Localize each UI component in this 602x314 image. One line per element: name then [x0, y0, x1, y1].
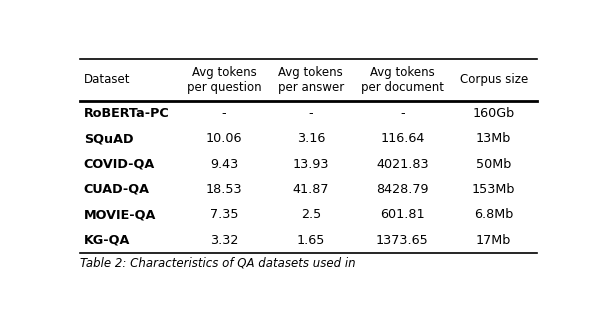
Text: 1.65: 1.65 — [297, 234, 325, 247]
Text: -: - — [308, 107, 313, 120]
Text: -: - — [222, 107, 226, 120]
Text: 17Mb: 17Mb — [476, 234, 511, 247]
Text: Corpus size: Corpus size — [459, 73, 528, 86]
Text: 601.81: 601.81 — [380, 208, 424, 221]
Text: 3.32: 3.32 — [209, 234, 238, 247]
Text: Avg tokens
per answer: Avg tokens per answer — [278, 66, 344, 94]
Text: 6.8Mb: 6.8Mb — [474, 208, 514, 221]
Text: SQuAD: SQuAD — [84, 132, 133, 145]
Text: 9.43: 9.43 — [210, 158, 238, 171]
Text: Table 2: Characteristics of QA datasets used in: Table 2: Characteristics of QA datasets … — [80, 257, 356, 270]
Text: COVID-QA: COVID-QA — [84, 158, 155, 171]
Text: MOVIE-QA: MOVIE-QA — [84, 208, 156, 221]
Text: 116.64: 116.64 — [380, 132, 424, 145]
Text: 18.53: 18.53 — [206, 183, 242, 196]
Text: 7.35: 7.35 — [209, 208, 238, 221]
Text: 13Mb: 13Mb — [476, 132, 511, 145]
Text: 4021.83: 4021.83 — [376, 158, 429, 171]
Text: 160Gb: 160Gb — [473, 107, 515, 120]
Text: -: - — [400, 107, 405, 120]
Text: 1373.65: 1373.65 — [376, 234, 429, 247]
Text: 13.93: 13.93 — [293, 158, 329, 171]
Text: 3.16: 3.16 — [297, 132, 325, 145]
Text: Dataset: Dataset — [84, 73, 130, 86]
Text: 153Mb: 153Mb — [472, 183, 515, 196]
Text: 2.5: 2.5 — [300, 208, 321, 221]
Text: Avg tokens
per document: Avg tokens per document — [361, 66, 444, 94]
Text: Avg tokens
per question: Avg tokens per question — [187, 66, 261, 94]
Text: CUAD-QA: CUAD-QA — [84, 183, 150, 196]
Text: KG-QA: KG-QA — [84, 234, 130, 247]
Text: 41.87: 41.87 — [293, 183, 329, 196]
Text: RoBERTa-PC: RoBERTa-PC — [84, 107, 169, 120]
Text: 50Mb: 50Mb — [476, 158, 511, 171]
Text: 10.06: 10.06 — [206, 132, 242, 145]
Text: 8428.79: 8428.79 — [376, 183, 429, 196]
